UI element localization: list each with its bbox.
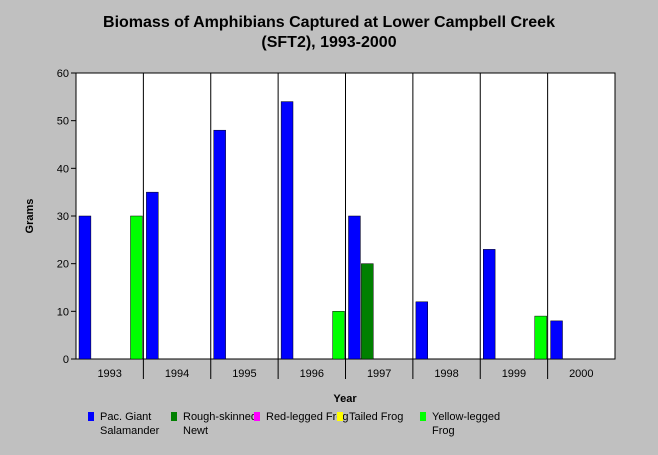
bar-1997-series-0 bbox=[348, 215, 361, 360]
y-tick-label-20: 20 bbox=[57, 259, 69, 271]
bar-1995-series-0 bbox=[213, 129, 226, 360]
legend-label-0: Pac. Giant Salamander bbox=[100, 411, 160, 437]
bar-1997-series-1 bbox=[361, 263, 374, 360]
legend-swatch-1 bbox=[171, 412, 177, 421]
legend-label-2: Red-legged Frog bbox=[266, 411, 349, 423]
x-tick-label-1996: 1996 bbox=[300, 368, 324, 380]
legend: Pac. Giant Salamander Rough-skinned Newt R… bbox=[88, 410, 648, 450]
legend-label-1: Rough-skinned Newt bbox=[183, 411, 257, 437]
x-tick-label-1998: 1998 bbox=[434, 368, 458, 380]
x-tick-label-1999: 1999 bbox=[502, 368, 526, 380]
bar-1996-series-0 bbox=[280, 101, 294, 360]
bar-1993-series-4 bbox=[130, 215, 143, 360]
chart-title-line-2: (SFT2), 1993-2000 bbox=[261, 34, 397, 51]
legend-label-4: Yellow-legged Frog bbox=[432, 411, 501, 437]
bar-1996-series-4 bbox=[332, 311, 345, 360]
bar-1998-series-0 bbox=[415, 301, 428, 360]
y-tick-label-0: 0 bbox=[63, 354, 69, 366]
y-tick-label-30: 30 bbox=[57, 211, 69, 223]
x-axis-label: Year bbox=[333, 393, 357, 405]
y-axis-label: Grams bbox=[24, 199, 36, 234]
y-tick-label-40: 40 bbox=[57, 163, 69, 175]
bar-2000-series-0 bbox=[550, 320, 563, 360]
legend-swatch-3 bbox=[337, 412, 343, 421]
chart-title: Biomass of Amphibians Captured at Lower … bbox=[0, 13, 658, 53]
legend-swatch-4 bbox=[420, 412, 426, 421]
y-tick-label-50: 50 bbox=[57, 116, 69, 128]
bar-1999-series-4 bbox=[534, 315, 547, 360]
bar-1994-series-0 bbox=[146, 191, 159, 360]
legend-swatch-2 bbox=[254, 412, 260, 421]
y-tick-label-10: 10 bbox=[57, 306, 69, 318]
y-tick-label-60: 60 bbox=[57, 68, 69, 80]
legend-swatch-0 bbox=[88, 412, 94, 421]
x-tick-label-2000: 2000 bbox=[569, 368, 593, 380]
chart-title-line-1: Biomass of Amphibians Captured at Lower … bbox=[103, 14, 555, 31]
x-tick-label-1993: 1993 bbox=[97, 368, 121, 380]
bar-1993-series-0 bbox=[78, 215, 92, 360]
plot-area: 0 10 20 30 40 50 60 1993 1994 1995 1996 1997 1998 199… bbox=[57, 68, 616, 380]
x-tick-label-1994: 1994 bbox=[165, 368, 189, 380]
x-tick-label-1997: 1997 bbox=[367, 368, 391, 380]
bar-1999-series-0 bbox=[483, 249, 496, 360]
x-tick-label-1995: 1995 bbox=[232, 368, 256, 380]
legend-label-3: Tailed Frog bbox=[349, 411, 404, 423]
